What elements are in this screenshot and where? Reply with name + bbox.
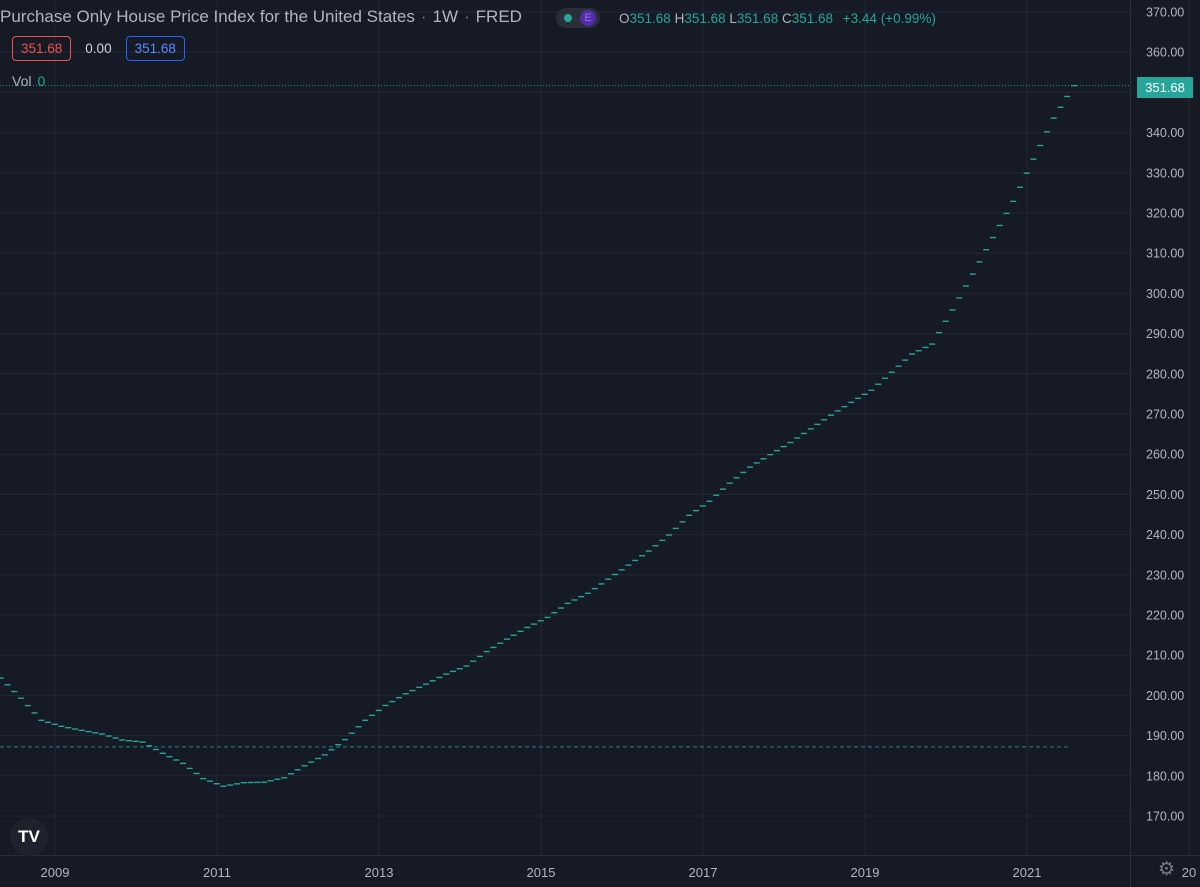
source-label: FRED bbox=[475, 7, 522, 26]
price-tick-label: 370.00 bbox=[1146, 6, 1184, 20]
volume-value: 0 bbox=[37, 73, 46, 89]
price-tick-label: 180.00 bbox=[1146, 769, 1184, 783]
price-tick-label: 290.00 bbox=[1146, 327, 1184, 341]
indicator-red-value[interactable]: 351.68 bbox=[12, 36, 72, 61]
time-tick-label: 20 bbox=[1182, 865, 1196, 880]
price-tick-label: 270.00 bbox=[1146, 408, 1184, 422]
price-tick-label: 330.00 bbox=[1146, 166, 1184, 180]
open-value: 351.68 bbox=[629, 11, 671, 26]
close-value: 351.68 bbox=[791, 11, 834, 26]
volume-legend: Vol 0 bbox=[12, 73, 45, 89]
tradingview-logo-icon[interactable]: TV bbox=[10, 818, 48, 856]
price-series bbox=[0, 84, 1077, 787]
price-tick-label: 340.00 bbox=[1146, 126, 1184, 140]
price-tick-label: 310.00 bbox=[1146, 247, 1184, 261]
price-axis: 170.00 180.00 190.00 200.00 210.00 220.00 230.… bbox=[1146, 6, 1184, 824]
close-label: C bbox=[781, 11, 792, 26]
price-tick-label: 250.00 bbox=[1146, 488, 1184, 502]
price-tick-label: 320.00 bbox=[1146, 207, 1184, 221]
indicator-zero-value: 0.00 bbox=[85, 41, 112, 56]
chart-legend: Purchase Only House Price Index for the … bbox=[0, 7, 522, 26]
price-tick-label: 240.00 bbox=[1146, 528, 1184, 542]
high-value: 351.68 bbox=[684, 11, 726, 26]
volume-label: Vol bbox=[12, 73, 32, 89]
time-tick-label: 2019 bbox=[851, 865, 880, 880]
time-tick-label: 2011 bbox=[203, 865, 231, 880]
indicator-blue-value[interactable]: 351.68 bbox=[125, 36, 185, 61]
chart-grid bbox=[0, 0, 1190, 855]
price-tick-label: 200.00 bbox=[1146, 689, 1184, 703]
low-label: L bbox=[729, 11, 737, 26]
time-tick-label: 2017 bbox=[689, 865, 718, 880]
time-tick-label: 2013 bbox=[365, 865, 394, 880]
series-title: Purchase Only House Price Index for the … bbox=[0, 7, 415, 26]
time-tick-label: 2009 bbox=[41, 865, 70, 880]
open-label: O bbox=[619, 11, 630, 26]
interval-label[interactable]: 1W bbox=[432, 7, 459, 26]
indicator-values-row: 351.68 0.00 351.68 bbox=[12, 36, 185, 62]
price-tick-label: 190.00 bbox=[1146, 729, 1184, 743]
events-badge[interactable]: E bbox=[580, 10, 596, 26]
time-axis: 2009 2011 2013 2015 2017 2019 2021 20 bbox=[41, 865, 1197, 880]
visibility-toggle[interactable]: E bbox=[556, 8, 600, 28]
price-tick-label: 260.00 bbox=[1146, 448, 1184, 462]
change-value: +3.44 (+0.99%) bbox=[842, 11, 936, 26]
price-tick-label: 280.00 bbox=[1146, 367, 1184, 381]
price-tick-label: 220.00 bbox=[1146, 609, 1184, 623]
price-tick-label: 230.00 bbox=[1146, 568, 1184, 582]
ohlc-values: O351.68 H351.68 L351.68 C351.68 +3.44 (+… bbox=[619, 11, 936, 26]
time-tick-label: 2021 bbox=[1013, 865, 1042, 880]
price-tick-label: 360.00 bbox=[1146, 46, 1184, 60]
gear-icon[interactable]: ⚙ bbox=[1158, 859, 1176, 880]
price-tick-label: 300.00 bbox=[1146, 287, 1184, 301]
low-value: 351.68 bbox=[736, 11, 779, 26]
time-tick-label: 2015 bbox=[527, 865, 556, 880]
last-price-tag: 351.68 bbox=[1137, 77, 1193, 98]
price-tick-label: 170.00 bbox=[1146, 810, 1184, 824]
price-tick-label: 210.00 bbox=[1146, 649, 1184, 663]
high-label: H bbox=[674, 11, 685, 26]
status-dot-icon bbox=[564, 14, 572, 22]
